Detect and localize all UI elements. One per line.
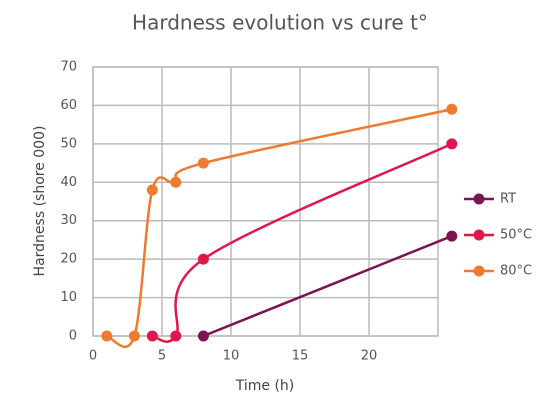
x-tick-label: 0 <box>89 349 97 364</box>
x-tick-label: 5 <box>158 349 166 364</box>
data-point <box>146 330 158 342</box>
x-tick-label: 20 <box>361 349 378 364</box>
y-tick-label: 0 <box>69 329 77 344</box>
series-line <box>151 142 453 343</box>
y-tick-label: 30 <box>60 213 77 228</box>
legend-marker <box>473 193 485 205</box>
x-axis-title: Time (h) <box>235 378 295 394</box>
x-tick-label: 10 <box>223 349 240 364</box>
data-point <box>197 157 209 169</box>
data-point <box>197 253 209 265</box>
data-point <box>446 103 458 115</box>
legend-marker <box>473 229 485 241</box>
y-tick-label: 60 <box>60 98 77 113</box>
legend-label: 80°C <box>500 264 532 279</box>
data-point <box>197 330 209 342</box>
data-point <box>146 184 158 196</box>
y-axis-title: Hardness (shore 000) <box>32 126 48 277</box>
series-line <box>106 108 453 348</box>
series-line <box>202 234 453 338</box>
legend-marker <box>473 265 485 277</box>
y-tick-label: 50 <box>60 136 77 151</box>
y-tick-label: 40 <box>60 175 77 190</box>
x-tick-label: 15 <box>292 349 309 364</box>
y-tick-label: 70 <box>60 60 77 75</box>
data-point <box>446 230 458 242</box>
data-point <box>170 176 182 188</box>
plot-frame <box>92 66 439 337</box>
chart-title: Hardness evolution vs cure t° <box>132 11 428 35</box>
data-point <box>101 330 113 342</box>
y-tick-label: 10 <box>60 290 77 305</box>
legend-label: RT <box>500 192 516 207</box>
data-point <box>128 330 140 342</box>
y-tick-label: 20 <box>60 252 77 267</box>
data-point <box>446 138 458 150</box>
legend-label: 50°C <box>500 228 532 243</box>
data-point <box>170 330 182 342</box>
